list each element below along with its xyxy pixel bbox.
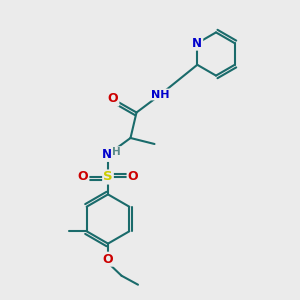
Text: O: O xyxy=(128,170,138,184)
Text: N: N xyxy=(192,37,202,50)
Text: NH: NH xyxy=(151,89,170,100)
Text: O: O xyxy=(78,170,88,184)
Text: N: N xyxy=(101,148,112,161)
Text: H: H xyxy=(112,147,121,157)
Text: S: S xyxy=(103,170,113,184)
Text: O: O xyxy=(108,92,118,106)
Text: O: O xyxy=(103,253,113,266)
